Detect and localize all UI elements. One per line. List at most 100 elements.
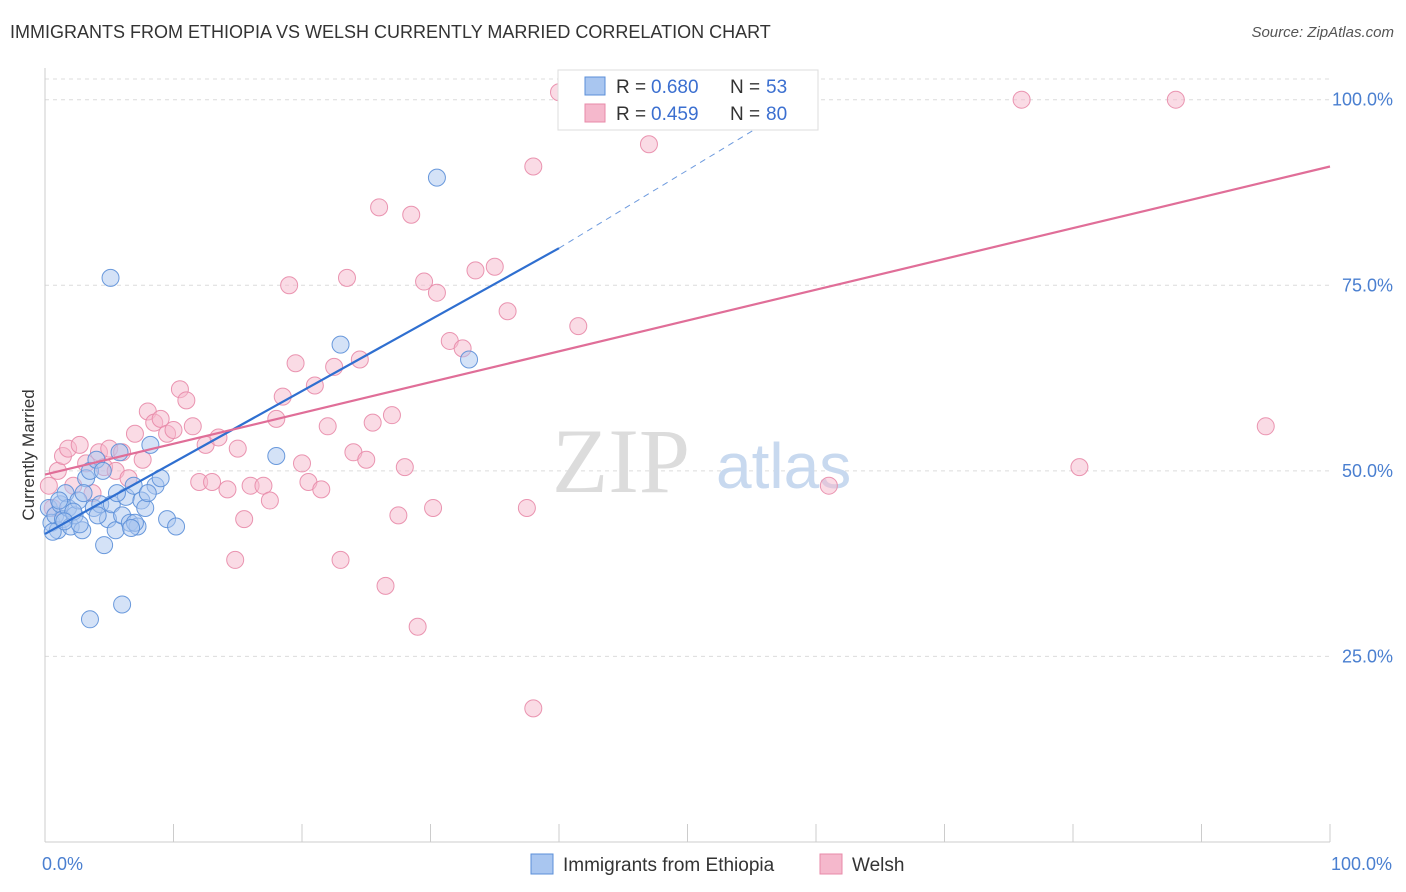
legend-n-label-welsh: N =	[730, 104, 760, 125]
y-tick-label-1: 50.0%	[1342, 461, 1393, 481]
point-welsh-66	[524, 157, 543, 176]
point-ethiopia-17	[95, 536, 114, 555]
y-tick-label-3: 100.0%	[1332, 90, 1393, 110]
trend-line-welsh	[44, 165, 1331, 476]
legend-r-label-ethiopia: R =	[616, 77, 646, 98]
trend-lines	[44, 91, 1331, 535]
point-ethiopia-39	[427, 168, 446, 187]
point-welsh-57	[402, 205, 421, 224]
bottom-legend-swatch-welsh	[819, 853, 843, 875]
point-welsh-76	[524, 699, 543, 718]
point-welsh-63	[466, 261, 485, 280]
legend-bottom: Immigrants from Ethiopia Welsh	[530, 853, 904, 876]
point-welsh-65	[498, 302, 517, 321]
point-welsh-44	[318, 417, 337, 436]
point-welsh-39	[286, 354, 305, 373]
point-welsh-79	[819, 476, 838, 495]
chart-source: Source: ZipAtlas.com	[1251, 24, 1394, 41]
bottom-legend-label-ethiopia: Immigrants from Ethiopia	[563, 855, 775, 876]
point-welsh-16	[133, 450, 152, 469]
point-welsh-50	[357, 450, 376, 469]
y-tick-label-0: 25.0%	[1342, 646, 1393, 666]
point-ethiopia-50	[88, 506, 107, 525]
point-welsh-64	[485, 257, 504, 276]
point-welsh-56	[395, 458, 414, 477]
point-welsh-59	[415, 272, 434, 291]
point-welsh-35	[260, 491, 279, 510]
point-welsh-19	[151, 409, 170, 428]
grid	[45, 78, 1330, 657]
x-tick-label-max: 100.0%	[1331, 854, 1392, 874]
point-welsh-31	[228, 439, 247, 458]
point-ethiopia-40	[460, 350, 479, 369]
point-welsh-68	[569, 317, 588, 336]
point-welsh-70	[639, 135, 658, 154]
point-welsh-47	[337, 268, 356, 287]
point-ethiopia-51	[122, 519, 141, 538]
point-welsh-52	[370, 198, 389, 217]
trend-line-ethiopia	[44, 247, 560, 535]
legend-n-value-welsh: 80	[766, 104, 787, 125]
point-welsh-15	[125, 424, 144, 443]
point-welsh-60	[427, 283, 446, 302]
x-tick-label-min: 0.0%	[42, 854, 83, 874]
point-welsh-21	[164, 421, 183, 440]
axes	[44, 68, 1331, 843]
legend-r-value-ethiopia: 0.680	[651, 77, 699, 98]
watermark-zip: ZIP	[552, 410, 690, 512]
point-welsh-24	[183, 417, 202, 436]
point-welsh-29	[218, 480, 237, 499]
point-ethiopia-34	[80, 610, 99, 629]
x-tick-labels: 0.0% 100.0%	[42, 854, 1392, 874]
point-welsh-6	[70, 435, 89, 454]
y-tick-labels: 25.0% 50.0% 75.0% 100.0%	[1332, 90, 1393, 667]
point-welsh-75	[1256, 417, 1275, 436]
point-ethiopia-52	[138, 484, 157, 503]
point-welsh-55	[389, 506, 408, 525]
point-welsh-46	[331, 550, 350, 569]
point-welsh-0	[39, 476, 58, 495]
point-welsh-30	[226, 550, 245, 569]
series-welsh-points	[39, 83, 1275, 718]
y-axis-title: Currently Married	[19, 389, 38, 520]
legend-n-label-ethiopia: N =	[730, 77, 760, 98]
legend-r-label-welsh: R =	[616, 104, 646, 125]
point-welsh-72	[1012, 90, 1031, 109]
point-ethiopia-38	[331, 335, 350, 354]
chart-title: IMMIGRANTS FROM ETHIOPIA VS WELSH CURREN…	[10, 22, 771, 42]
series-ethiopia-points	[39, 168, 479, 629]
point-welsh-34	[254, 476, 273, 495]
legend-r-value-welsh: 0.459	[651, 104, 699, 125]
point-welsh-78	[517, 498, 536, 517]
point-ethiopia-37	[267, 447, 286, 465]
point-welsh-58	[408, 617, 427, 636]
point-welsh-27	[203, 472, 222, 491]
point-ethiopia-28	[136, 498, 155, 517]
legend-top: R = 0.680 N = 53 R = 0.459 N = 80	[557, 69, 819, 131]
point-welsh-73	[1070, 458, 1089, 477]
y-tick-label-2: 75.0%	[1342, 275, 1393, 295]
point-ethiopia-36	[101, 268, 120, 287]
point-welsh-40	[293, 454, 311, 473]
point-ethiopia-41	[50, 491, 69, 510]
point-welsh-38	[280, 276, 299, 295]
point-ethiopia-33	[167, 517, 186, 536]
legend-n-value-ethiopia: 53	[766, 77, 787, 98]
point-ethiopia-43	[74, 484, 93, 503]
point-ethiopia-35	[113, 595, 132, 614]
point-welsh-32	[235, 510, 254, 529]
point-welsh-53	[376, 576, 395, 595]
point-welsh-51	[363, 413, 382, 432]
point-welsh-54	[382, 406, 401, 425]
bottom-legend-swatch-ethiopia	[530, 853, 554, 875]
point-welsh-74	[1166, 90, 1185, 109]
legend-swatch-welsh	[584, 103, 606, 123]
point-ethiopia-44	[93, 461, 112, 480]
point-welsh-77	[424, 498, 443, 517]
bottom-legend-label-welsh: Welsh	[852, 855, 904, 876]
legend-swatch-ethiopia	[584, 76, 606, 96]
watermark: ZIP atlas	[552, 410, 851, 512]
point-welsh-23	[177, 391, 196, 410]
point-welsh-43	[312, 480, 331, 499]
